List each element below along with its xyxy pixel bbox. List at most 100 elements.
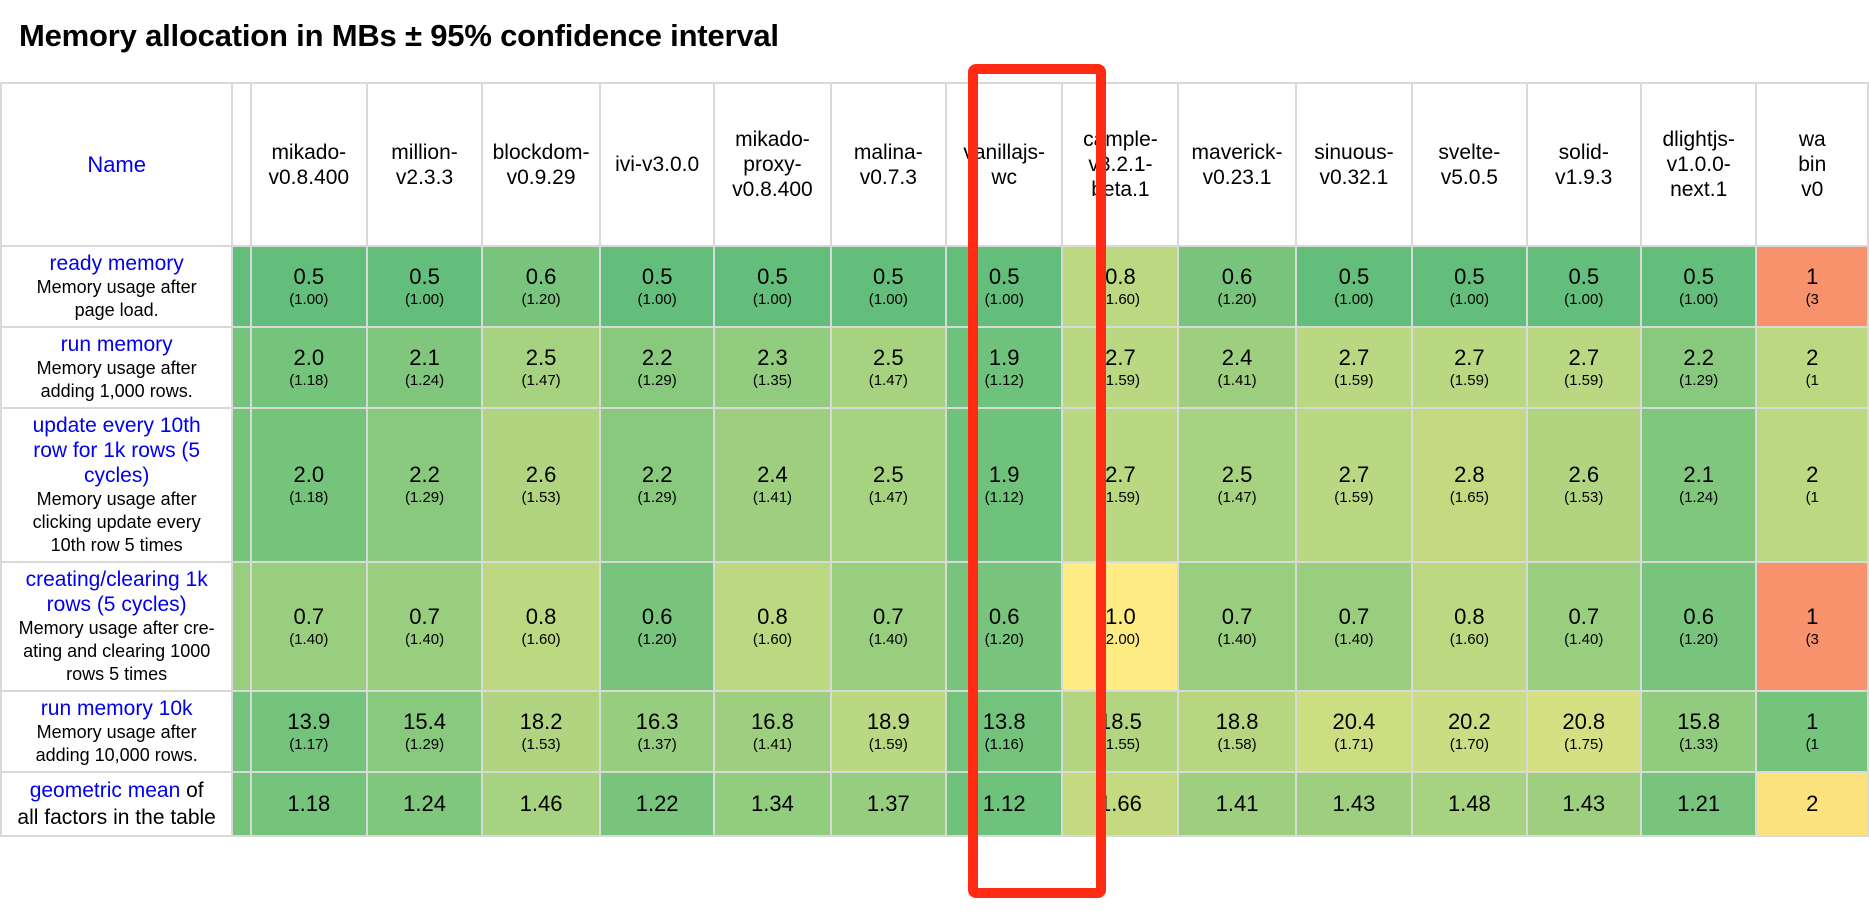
framework-header[interactable]: maverick-v0.23.1 bbox=[1177, 82, 1297, 247]
result-cell: 2.6 (1.53) bbox=[1525, 407, 1642, 563]
result-factor: (1.59) bbox=[1334, 371, 1374, 389]
framework-header[interactable]: ivi-v3.0.0 bbox=[599, 82, 716, 247]
geometric-mean-value: 1.46 bbox=[519, 791, 563, 816]
result-cell: 2.7 (1.59) bbox=[1294, 326, 1414, 409]
geometric-mean-cell: 1.66 bbox=[1061, 771, 1180, 837]
benchmark-description: Memory usage after clicking update every 1… bbox=[32, 489, 201, 555]
benchmark-name-cell: run memory Memory usage after adding 1,000… bbox=[0, 326, 234, 409]
result-cell: 18.8 (1.58) bbox=[1177, 690, 1297, 773]
framework-header[interactable]: malina-v0.7.3 bbox=[829, 82, 947, 247]
benchmark-title-link[interactable]: run memory 10k bbox=[40, 697, 193, 720]
result-value: 1.9 bbox=[988, 462, 1020, 487]
framework-header[interactable]: million-v2.3.3 bbox=[365, 82, 484, 247]
framework-header[interactable]: mikado-proxy-v0.8.400 bbox=[713, 82, 832, 247]
result-factor: (1.70) bbox=[1449, 735, 1489, 753]
result-value: 2.7 bbox=[1105, 462, 1136, 487]
result-cell: 2.0 (1.18) bbox=[249, 407, 369, 563]
name-column-header[interactable]: Name bbox=[0, 82, 234, 247]
result-cell: 0.5 (1.00) bbox=[1639, 245, 1758, 328]
result-cell: 2.5 (1.47) bbox=[829, 326, 947, 409]
result-factor: (1.17) bbox=[289, 735, 329, 753]
result-cell: 2 (1 bbox=[1755, 407, 1869, 563]
result-factor: (1.20) bbox=[521, 290, 561, 308]
result-value: 0.7 bbox=[409, 603, 440, 629]
result-factor: (1.71) bbox=[1334, 735, 1374, 753]
result-factor: (1.24) bbox=[1679, 489, 1719, 506]
result-value: 2.8 bbox=[1454, 462, 1485, 487]
benchmark-row: ready memory Memory usage after page load.… bbox=[0, 245, 1869, 328]
benchmark-row: update every 10th row for 1k rows (5 cycle… bbox=[0, 407, 1869, 563]
framework-header[interactable]: dlightjs-v1.0.0- next.1 bbox=[1639, 82, 1758, 247]
spacer-cell bbox=[231, 561, 252, 692]
geometric-mean-link[interactable]: geometric mean bbox=[29, 779, 181, 802]
result-cell: 2.3 (1.35) bbox=[713, 326, 832, 409]
benchmark-title-link[interactable]: creating/clearing 1k rows (5 cycles) bbox=[25, 568, 208, 616]
result-cell: 0.5 (1.00) bbox=[1294, 245, 1414, 328]
framework-header[interactable]: svelte-v5.0.5 bbox=[1411, 82, 1528, 247]
result-value: 0.6 bbox=[988, 603, 1020, 629]
result-factor: (1.41) bbox=[1217, 371, 1257, 389]
result-cell: 18.5 (1.55) bbox=[1061, 690, 1180, 773]
result-factor: (1.65) bbox=[1449, 489, 1489, 506]
result-factor: (1.47) bbox=[1217, 489, 1257, 506]
benchmark-row: creating/clearing 1k rows (5 cycles) Memor… bbox=[0, 561, 1869, 692]
benchmark-title-link[interactable]: ready memory bbox=[49, 252, 184, 275]
result-value: 0.8 bbox=[757, 603, 788, 629]
result-cell: 1 (1 bbox=[1755, 690, 1869, 773]
result-cell: 2.4 (1.41) bbox=[1177, 326, 1297, 409]
result-value: 2.6 bbox=[1568, 462, 1600, 487]
geometric-mean-value: 1.41 bbox=[1215, 791, 1259, 816]
result-cell: 2.7 (1.59) bbox=[1294, 407, 1414, 563]
benchmark-name-cell: run memory 10k Memory usage after adding 1… bbox=[0, 690, 234, 773]
name-sort-link[interactable]: Name bbox=[87, 151, 146, 177]
result-factor: (1.24) bbox=[404, 371, 445, 389]
result-value: 18.8 bbox=[1215, 708, 1259, 734]
framework-header[interactable]: vanillajs-wc bbox=[944, 82, 1064, 247]
result-value: 13.9 bbox=[287, 708, 331, 734]
result-value: 0.5 bbox=[1338, 263, 1370, 289]
result-cell: 0.7 (1.40) bbox=[1525, 561, 1642, 692]
result-value: 0.5 bbox=[293, 263, 325, 289]
geometric-mean-label: geometric mean of all factors in the tabl… bbox=[17, 779, 215, 829]
framework-header[interactable]: wa bin v0 bbox=[1755, 82, 1869, 247]
result-cell: 2.7 (1.59) bbox=[1411, 326, 1528, 409]
result-value: 2.7 bbox=[1338, 344, 1370, 370]
geometric-mean-value: 1.66 bbox=[1099, 791, 1142, 816]
result-value: 2 bbox=[1806, 344, 1819, 370]
result-factor: (3 bbox=[1805, 630, 1819, 648]
result-factor: (1.59) bbox=[1100, 371, 1140, 389]
result-factor: (1.29) bbox=[1679, 371, 1719, 389]
result-value: 1 bbox=[1806, 603, 1819, 629]
result-cell: 0.5 (1.00) bbox=[1525, 245, 1642, 328]
result-factor: (1.00) bbox=[404, 290, 445, 308]
framework-header[interactable]: sinuous-v0.32.1 bbox=[1294, 82, 1414, 247]
framework-header[interactable]: mikado-v0.8.400 bbox=[249, 82, 369, 247]
result-factor: (1.18) bbox=[289, 371, 329, 389]
framework-header[interactable]: blockdom-v0.9.29 bbox=[481, 82, 602, 247]
result-cell: 2.2 (1.29) bbox=[599, 407, 716, 563]
result-factor: (1.20) bbox=[1217, 290, 1257, 308]
result-cell: 0.5 (1.00) bbox=[829, 245, 947, 328]
benchmark-description: Memory usage after adding 10,000 rows. bbox=[35, 722, 198, 765]
result-factor: (1.29) bbox=[404, 735, 445, 753]
result-factor: (2.00) bbox=[1100, 630, 1140, 648]
result-cell: 2.8 (1.65) bbox=[1411, 407, 1528, 563]
benchmark-title-link[interactable]: run memory bbox=[60, 333, 173, 356]
result-value: 0.5 bbox=[641, 263, 673, 289]
result-cell: 1 (3 bbox=[1755, 245, 1869, 328]
framework-header[interactable]: solid-v1.9.3 bbox=[1525, 82, 1642, 247]
geometric-mean-description: of all factors in the table bbox=[17, 779, 216, 829]
geometric-mean-value: 2 bbox=[1806, 791, 1819, 816]
result-value: 2.2 bbox=[641, 462, 673, 487]
result-factor: (1.60) bbox=[1449, 630, 1489, 648]
result-cell: 0.6 (1.20) bbox=[1177, 245, 1297, 328]
framework-header[interactable]: cample-v3.2.1- beta.1 bbox=[1061, 82, 1180, 247]
result-value: 2.5 bbox=[873, 462, 904, 487]
geometric-mean-row: geometric mean of all factors in the tabl… bbox=[0, 771, 1869, 837]
geometric-mean-value: 1.24 bbox=[403, 791, 446, 816]
result-value: 1 bbox=[1806, 708, 1819, 734]
result-cell: 20.4 (1.71) bbox=[1294, 690, 1414, 773]
result-value: 2.1 bbox=[1683, 462, 1714, 487]
benchmark-title-link[interactable]: update every 10th row for 1k rows (5 cycle… bbox=[32, 414, 201, 487]
result-cell: 0.7 (1.40) bbox=[829, 561, 947, 692]
